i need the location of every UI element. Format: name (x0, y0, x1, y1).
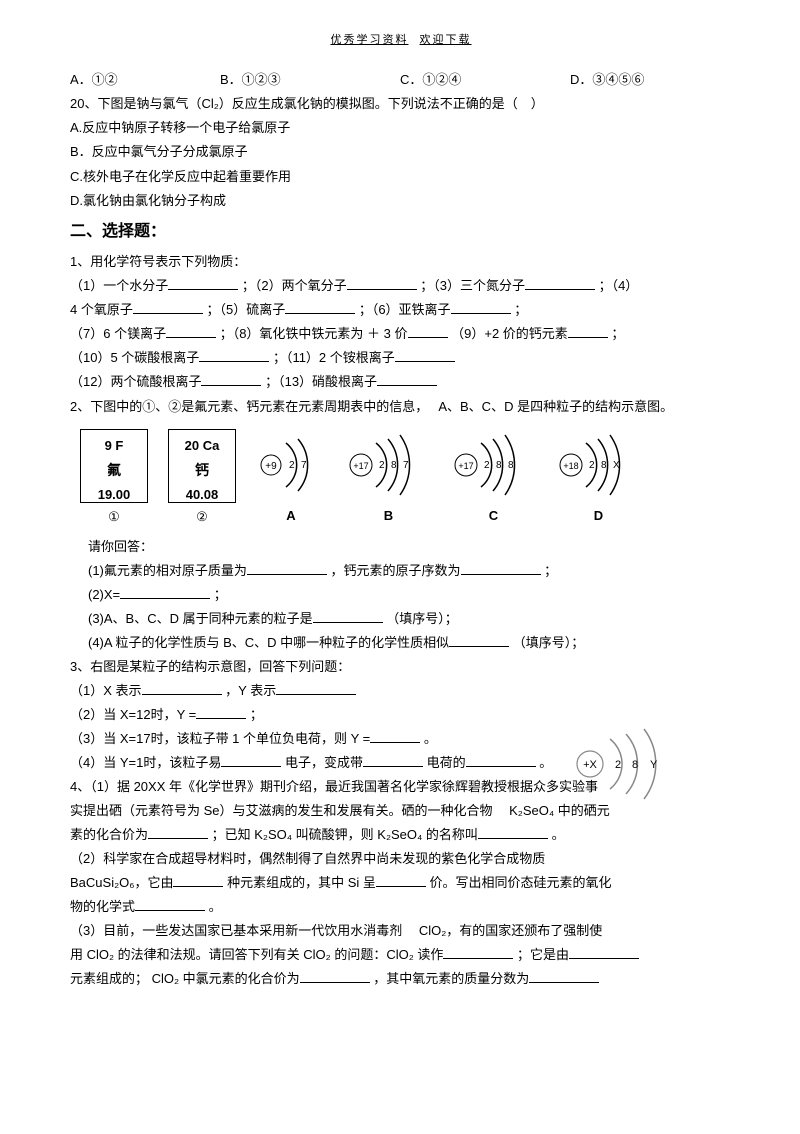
q4-l9: 元素组成的； ClO₂ 中氯元素的化合价为 ，其中氧元素的质量分数为 (70, 967, 730, 991)
svg-text:+X: +X (583, 759, 597, 771)
q4-l4: （2）科学家在合成超导材料时，偶然制得了自然界中尚未发现的紫色化学合成物质 (70, 847, 730, 871)
svg-text:8: 8 (391, 460, 397, 471)
q1-stem: 1、用化学符号表示下列物质： (70, 250, 730, 274)
q4-l6: 物的化学式 。 (70, 895, 730, 919)
element-box-1-group: 9 F 氟 19.00 ① (80, 429, 148, 529)
svg-text:8: 8 (508, 460, 514, 471)
q20-b: B．反应中氯气分子分成氯原子 (70, 140, 730, 164)
svg-text:7: 7 (301, 460, 307, 471)
header-text-2: 欢迎下载 (418, 34, 474, 46)
q2-stem: 2、下图中的①、②是氟元素、钙元素在元素周期表中的信息， A、B、C、D 是四种… (70, 395, 730, 419)
atom-b-svg: +17 2 8 7 (346, 430, 431, 500)
svg-text:X: X (613, 460, 620, 471)
mc-options: A．①② B．①②③ C．①②④ D．③④⑤⑥ (70, 68, 730, 92)
atom-a-svg: +9 2 7 (256, 430, 326, 500)
q3-atom-figure: +X 2 8 Y (570, 724, 710, 804)
atom-b: +17 2 8 7 B (346, 430, 431, 528)
q1-line5: （12）两个硫酸根离子 ；（13）硝酸根离子 (70, 370, 730, 394)
q2-p1: (1)氟元素的相对原子质量为 ，钙元素的原子序数为 ； (70, 559, 730, 583)
page-header: 优秀学习资料 欢迎下载 (70, 30, 730, 50)
svg-text:+17: +17 (353, 461, 368, 471)
q2-p3: (3)A、B、C、D 属于同种元素的粒子是 （填序号）； (70, 607, 730, 631)
svg-text:2: 2 (484, 460, 490, 471)
opt-a: A．①② (70, 68, 220, 92)
q4-l3: 素的化合价为 ；已知 K₂SO₄ 叫硫酸钾，则 K₂SeO₄ 的名称叫 。 (70, 823, 730, 847)
q1-line1: （1）一个水分子 ；（2）两个氧分子 ；（3）三个氮分子 ；（4） (70, 274, 730, 298)
atom-c: +17 2 8 8 C (451, 430, 536, 528)
atom-d: +18 2 8 X D (556, 430, 641, 528)
svg-text:+17: +17 (458, 461, 473, 471)
element-box-2-group: 20 Ca 钙 40.08 ② (168, 429, 236, 529)
q4-l8: 用 ClO₂ 的法律和法规。请回答下列有关 ClO₂ 的问题：ClO₂ 读作 ；… (70, 943, 730, 967)
svg-text:2: 2 (379, 460, 385, 471)
q1-line4: （10）5 个碳酸根离子 ；（11）2 个铵根离子 (70, 346, 730, 370)
element-box-2: 20 Ca 钙 40.08 (168, 429, 236, 503)
q3-p1: （1）X 表示 ，Y 表示 (70, 679, 730, 703)
svg-text:+9: +9 (265, 461, 277, 472)
svg-text:Y: Y (650, 759, 658, 771)
atom-d-svg: +18 2 8 X (556, 430, 641, 500)
opt-b: B．①②③ (220, 68, 400, 92)
svg-text:8: 8 (601, 460, 607, 471)
svg-text:8: 8 (632, 759, 638, 771)
section-2-title: 二、选择题： (70, 217, 730, 247)
q20-d: D.氯化钠由氯化钠分子构成 (70, 189, 730, 213)
atom-c-svg: +17 2 8 8 (451, 430, 536, 500)
svg-text:2: 2 (589, 460, 595, 471)
svg-text:7: 7 (403, 460, 409, 471)
q2-ask: 请你回答： (70, 535, 730, 559)
opt-c: C．①②④ (400, 68, 570, 92)
q2-figure-row: 9 F 氟 19.00 ① 20 Ca 钙 40.08 ② +9 2 7 A +… (80, 429, 730, 529)
q4-l5: BaCuSi₂O₆，它由 种元素组成的，其中 Si 呈 价。写出相同价态硅元素的… (70, 871, 730, 895)
q1-line2: 4 个氧原子 ；（5）硫离子 ；（6）亚铁离子 ； (70, 298, 730, 322)
svg-text:2: 2 (289, 460, 295, 471)
q1-line3: （7）6 个镁离子 ；（8）氧化铁中铁元素为 ＋ 3 价 （9）+2 价的钙元素… (70, 322, 730, 346)
q3-stem: 3、右图是某粒子的结构示意图，回答下列问题： (70, 655, 730, 679)
svg-text:2: 2 (615, 759, 621, 771)
q20-stem: 20、下图是钠与氯气（Cl₂）反应生成氯化钠的模拟图。下列说法不正确的是（ ） (70, 92, 730, 116)
atom-a: +9 2 7 A (256, 430, 326, 528)
q20-c: C.核外电子在化学反应中起着重要作用 (70, 165, 730, 189)
svg-text:8: 8 (496, 460, 502, 471)
element-box-1: 9 F 氟 19.00 (80, 429, 148, 503)
header-text-1: 优秀学习资料 (326, 34, 412, 46)
q20-a: A.反应中钠原子转移一个电子给氯原子 (70, 116, 730, 140)
q4-l7: （3）目前，一些发达国家已基本采用新一代饮用水消毒剂 ClO₂，有的国家还颁布了… (70, 919, 730, 943)
q2-p2: (2)X= ； (70, 583, 730, 607)
svg-text:+18: +18 (563, 461, 578, 471)
q2-p4: (4)A 粒子的化学性质与 B、C、D 中哪一种粒子的化学性质相似 （填序号）； (70, 631, 730, 655)
opt-d: D．③④⑤⑥ (570, 68, 690, 92)
